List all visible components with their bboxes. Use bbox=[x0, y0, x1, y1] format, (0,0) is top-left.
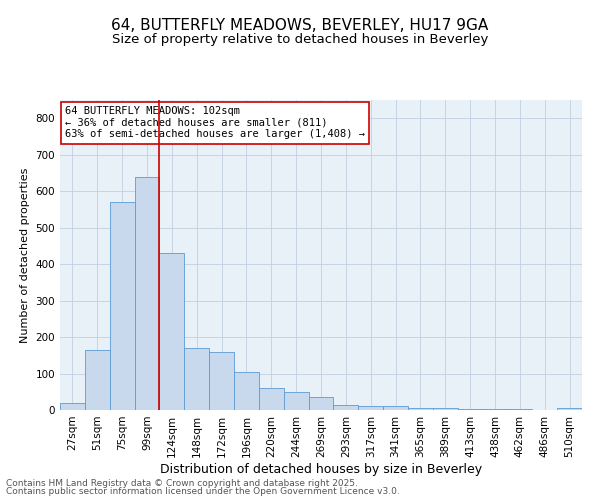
Text: Size of property relative to detached houses in Beverley: Size of property relative to detached ho… bbox=[112, 32, 488, 46]
Bar bbox=[482, 409, 508, 410]
Bar bbox=[184, 348, 209, 410]
Bar bbox=[383, 406, 408, 410]
Y-axis label: Number of detached properties: Number of detached properties bbox=[20, 168, 30, 342]
Bar bbox=[85, 350, 110, 410]
Bar bbox=[160, 253, 184, 410]
Text: Contains public sector information licensed under the Open Government Licence v3: Contains public sector information licen… bbox=[6, 487, 400, 496]
Bar bbox=[408, 408, 433, 410]
Bar bbox=[308, 397, 334, 410]
Bar bbox=[234, 372, 259, 410]
Text: Contains HM Land Registry data © Crown copyright and database right 2025.: Contains HM Land Registry data © Crown c… bbox=[6, 478, 358, 488]
Text: 64, BUTTERFLY MEADOWS, BEVERLEY, HU17 9GA: 64, BUTTERFLY MEADOWS, BEVERLEY, HU17 9G… bbox=[112, 18, 488, 32]
Bar bbox=[60, 402, 85, 410]
Bar bbox=[557, 408, 582, 410]
X-axis label: Distribution of detached houses by size in Beverley: Distribution of detached houses by size … bbox=[160, 462, 482, 475]
Bar bbox=[334, 404, 358, 410]
Bar bbox=[284, 392, 308, 410]
Bar bbox=[209, 352, 234, 410]
Bar bbox=[358, 406, 383, 410]
Bar bbox=[110, 202, 134, 410]
Bar bbox=[458, 408, 482, 410]
Text: 64 BUTTERFLY MEADOWS: 102sqm
← 36% of detached houses are smaller (811)
63% of s: 64 BUTTERFLY MEADOWS: 102sqm ← 36% of de… bbox=[65, 106, 365, 140]
Bar bbox=[259, 388, 284, 410]
Bar bbox=[433, 408, 458, 410]
Bar bbox=[134, 176, 160, 410]
